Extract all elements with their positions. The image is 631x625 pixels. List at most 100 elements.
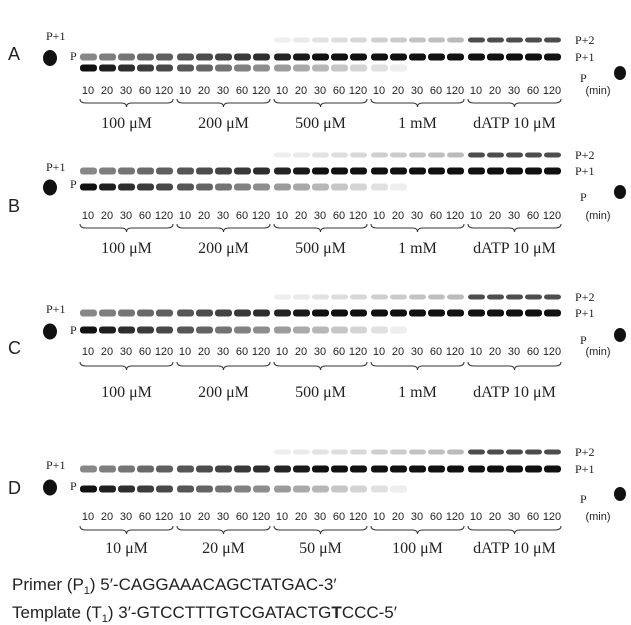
time-label: 10 bbox=[470, 210, 482, 222]
marker-spot bbox=[43, 179, 57, 196]
time-label: 120 bbox=[543, 210, 561, 222]
brace bbox=[176, 223, 271, 233]
gel-band bbox=[118, 485, 135, 493]
gel-band bbox=[350, 309, 367, 317]
time-label: 20 bbox=[295, 85, 307, 97]
gel-band bbox=[99, 326, 116, 334]
time-label: 30 bbox=[508, 511, 520, 523]
gel-band bbox=[215, 326, 232, 334]
concentration-label: 50 μM bbox=[299, 540, 342, 557]
gel-band bbox=[118, 465, 135, 473]
gel-band bbox=[350, 37, 367, 43]
time-label: 20 bbox=[101, 210, 113, 222]
gel-band bbox=[390, 64, 407, 72]
concentration-label: 1 mM bbox=[398, 384, 437, 401]
time-label: 10 bbox=[276, 85, 288, 97]
gel-band bbox=[156, 485, 173, 493]
gel-band bbox=[80, 53, 97, 61]
time-label: 120 bbox=[349, 85, 367, 97]
gel-band bbox=[99, 64, 116, 72]
gel-band bbox=[234, 326, 251, 334]
gel-band bbox=[331, 309, 348, 317]
brace bbox=[79, 223, 174, 233]
gel-band bbox=[468, 449, 485, 455]
band-label: P bbox=[70, 479, 77, 493]
gel-band bbox=[177, 183, 194, 191]
gel-band bbox=[293, 294, 310, 300]
time-label: 10 bbox=[179, 346, 191, 358]
gel-band bbox=[118, 53, 135, 61]
time-label: 10 bbox=[82, 346, 94, 358]
gel-band bbox=[253, 485, 270, 493]
time-label: 30 bbox=[217, 210, 229, 222]
time-label: 60 bbox=[139, 346, 151, 358]
gel-band bbox=[215, 64, 232, 72]
time-label: 60 bbox=[236, 511, 248, 523]
gel-band bbox=[177, 309, 194, 317]
gel-band bbox=[80, 167, 97, 175]
gel-band bbox=[177, 53, 194, 61]
gel-band bbox=[312, 485, 329, 493]
gel-band bbox=[409, 37, 426, 43]
gel-band bbox=[487, 167, 504, 175]
gel-band bbox=[371, 309, 388, 317]
gel-band bbox=[196, 309, 213, 317]
gel-band bbox=[253, 64, 270, 72]
time-unit: (min) bbox=[585, 346, 610, 358]
gel-band bbox=[234, 64, 251, 72]
time-label: 120 bbox=[252, 346, 270, 358]
band-label: P+2 bbox=[575, 148, 594, 162]
gel-band bbox=[137, 53, 154, 61]
gel-band bbox=[506, 37, 523, 43]
gel-band bbox=[487, 294, 504, 300]
time-label: 30 bbox=[120, 85, 132, 97]
time-label: 60 bbox=[430, 85, 442, 97]
time-label: 20 bbox=[489, 511, 501, 523]
time-label: 10 bbox=[179, 85, 191, 97]
time-label: 120 bbox=[543, 346, 561, 358]
primer-line: Primer (P1) 5′-CAGGAAACAGCTATGAC-3′ bbox=[12, 575, 337, 597]
gel-band bbox=[468, 152, 485, 158]
time-label: 10 bbox=[82, 511, 94, 523]
time-unit: (min) bbox=[585, 85, 610, 97]
gel-band bbox=[234, 485, 251, 493]
band-label: P bbox=[70, 177, 77, 191]
time-label: 60 bbox=[527, 85, 539, 97]
gel-band bbox=[312, 167, 329, 175]
gel-band bbox=[156, 64, 173, 72]
time-label: 120 bbox=[252, 85, 270, 97]
time-label: 10 bbox=[179, 511, 191, 523]
gel-band bbox=[80, 309, 97, 317]
gel-band bbox=[350, 152, 367, 158]
concentration-label: 200 μM bbox=[198, 115, 249, 132]
gel-band bbox=[331, 37, 348, 43]
gel-band bbox=[253, 326, 270, 334]
time-label: 20 bbox=[295, 210, 307, 222]
gel-band bbox=[371, 167, 388, 175]
concentration-label: 1 mM bbox=[398, 240, 437, 257]
brace bbox=[273, 361, 368, 371]
gel-band bbox=[215, 485, 232, 493]
concentration-label: dATP 10 μM bbox=[473, 384, 556, 401]
time-label: 60 bbox=[333, 210, 345, 222]
band-label: P bbox=[70, 49, 77, 63]
concentration-label: dATP 10 μM bbox=[473, 540, 556, 557]
time-label: 120 bbox=[349, 210, 367, 222]
brace bbox=[467, 525, 562, 535]
gel-band bbox=[390, 167, 407, 175]
band-label: P+1 bbox=[575, 462, 594, 476]
gel-band bbox=[409, 53, 426, 61]
gel-band bbox=[390, 294, 407, 300]
time-label: 120 bbox=[446, 85, 464, 97]
brace bbox=[79, 525, 174, 535]
gel-band bbox=[312, 152, 329, 158]
gel-band bbox=[371, 465, 388, 473]
time-label: 120 bbox=[349, 511, 367, 523]
gel-band bbox=[350, 167, 367, 175]
gel-band bbox=[506, 465, 523, 473]
gel-band bbox=[428, 449, 445, 455]
gel-band bbox=[274, 294, 291, 300]
gel-band bbox=[390, 152, 407, 158]
time-label: 30 bbox=[411, 85, 423, 97]
